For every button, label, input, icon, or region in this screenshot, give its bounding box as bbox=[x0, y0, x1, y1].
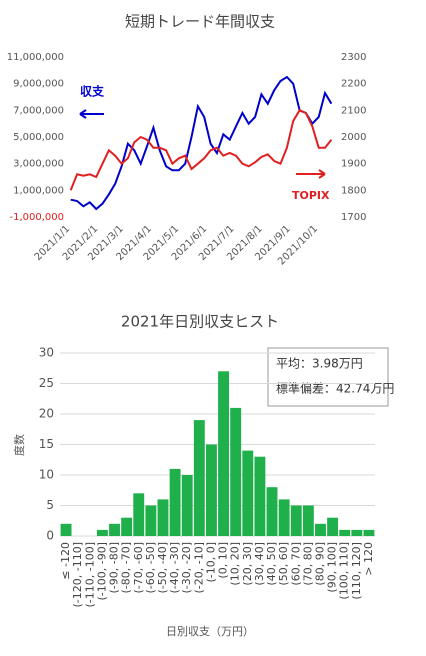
x-tick-label: > 120 bbox=[362, 542, 375, 576]
bar bbox=[133, 493, 145, 536]
x-tick-label: (-100, -90] bbox=[95, 542, 108, 601]
bar bbox=[230, 407, 242, 536]
annotation: 標準偏差：42.74万円 bbox=[276, 381, 394, 396]
bar bbox=[109, 523, 120, 536]
y-tick-label: 15 bbox=[39, 437, 54, 451]
x-tick-label: (70, 80] bbox=[301, 542, 314, 586]
y-tick-label: 5,000,000 bbox=[13, 132, 64, 143]
bar bbox=[157, 499, 169, 536]
y-tick-label: 3,000,000 bbox=[13, 159, 64, 170]
legend-label: TOPIX bbox=[292, 189, 330, 202]
annotation: 平均：3.98万円 bbox=[276, 357, 363, 371]
bar bbox=[242, 450, 254, 536]
x-tick-label: (-90, -80] bbox=[108, 542, 121, 594]
bar bbox=[145, 505, 157, 536]
chart-title: 2021年日別収支ヒスト bbox=[121, 313, 279, 331]
arrow bbox=[296, 169, 326, 179]
x-tick-label: (-70, -60] bbox=[132, 542, 145, 594]
stats-box bbox=[267, 347, 389, 407]
y-tick-label: 9,000,000 bbox=[13, 79, 64, 90]
x-tick-label: (80, 90] bbox=[313, 542, 326, 586]
y-tick-label: 10 bbox=[39, 468, 54, 482]
arrow bbox=[79, 109, 104, 119]
bar bbox=[363, 529, 375, 536]
x-tick-label: (0, 10] bbox=[217, 542, 230, 579]
bar bbox=[278, 499, 290, 536]
bar bbox=[254, 456, 266, 536]
y2-tick-label: 2200 bbox=[341, 79, 366, 90]
bar bbox=[290, 505, 302, 536]
y-tick-label: 11,000,000 bbox=[7, 52, 64, 63]
x-tick-label: (40, 50] bbox=[265, 542, 278, 586]
y2-tick-label: 1700 bbox=[341, 212, 366, 223]
x-tick-label: (10, 20] bbox=[229, 542, 242, 586]
y-tick-label: 20 bbox=[39, 407, 54, 421]
x-tick-label: (60, 70] bbox=[289, 542, 302, 586]
y-tick-label: 7,000,000 bbox=[13, 105, 64, 116]
y2-tick-label: 1800 bbox=[341, 185, 366, 196]
y2-tick-label: 2000 bbox=[341, 132, 366, 143]
y2-tick-label: 2300 bbox=[341, 52, 366, 63]
x-tick-label: (20, 30] bbox=[241, 542, 254, 586]
y-tick-label: 0 bbox=[46, 529, 54, 543]
bar bbox=[315, 523, 326, 536]
y-tick-label: 1,000,000 bbox=[13, 185, 64, 196]
bar bbox=[351, 529, 363, 536]
x-axis-title: 日別収支（万円） bbox=[166, 625, 254, 638]
x-tick-label: (110, 120] bbox=[350, 542, 363, 600]
chart-title: 短期トレード年間収支 bbox=[125, 13, 275, 31]
x-tick-label: (-80, -70] bbox=[120, 542, 133, 594]
bar bbox=[169, 468, 181, 536]
x-tick-label: (-10, 0] bbox=[204, 542, 217, 583]
bar bbox=[193, 420, 205, 536]
x-tick-label: (-20, -10] bbox=[192, 542, 205, 594]
x-tick-label: (-120, -110] bbox=[71, 542, 84, 608]
y-tick-label: 5 bbox=[46, 498, 54, 512]
x-tick-label: (-60, -50] bbox=[144, 542, 157, 594]
bar bbox=[96, 529, 108, 536]
bar bbox=[302, 505, 314, 536]
y2-tick-label: 1900 bbox=[341, 159, 366, 170]
x-tick-label: (-40, -30] bbox=[168, 542, 181, 594]
x-tick-label: (-50, -40] bbox=[156, 542, 169, 594]
x-tick-label: (100, 110] bbox=[338, 542, 351, 600]
bar bbox=[60, 523, 72, 536]
bar bbox=[339, 529, 351, 536]
bar bbox=[218, 371, 230, 536]
x-tick-label: (-30, -20] bbox=[180, 542, 193, 594]
x-tick-label: (90, 100] bbox=[326, 542, 339, 593]
bar bbox=[121, 517, 133, 536]
x-tick-label: ≤ -120 bbox=[59, 542, 72, 580]
legend-label: 収支 bbox=[80, 84, 105, 99]
y-tick-label: -1,000,000 bbox=[9, 212, 64, 223]
x-tick-label: (50, 60] bbox=[277, 542, 290, 586]
bar bbox=[266, 487, 278, 536]
y2-tick-label: 2100 bbox=[341, 105, 366, 116]
x-tick-label: (30, 40] bbox=[253, 542, 266, 586]
y-tick-label: 30 bbox=[39, 346, 54, 360]
y-axis-title: 度数 bbox=[12, 434, 26, 456]
bar bbox=[205, 444, 217, 536]
y-tick-label: 25 bbox=[39, 376, 54, 390]
bar bbox=[181, 475, 193, 536]
series-line bbox=[70, 75, 333, 211]
bar bbox=[327, 517, 339, 536]
x-tick-label: (-110, -100] bbox=[83, 542, 96, 608]
series-line bbox=[69, 109, 333, 191]
